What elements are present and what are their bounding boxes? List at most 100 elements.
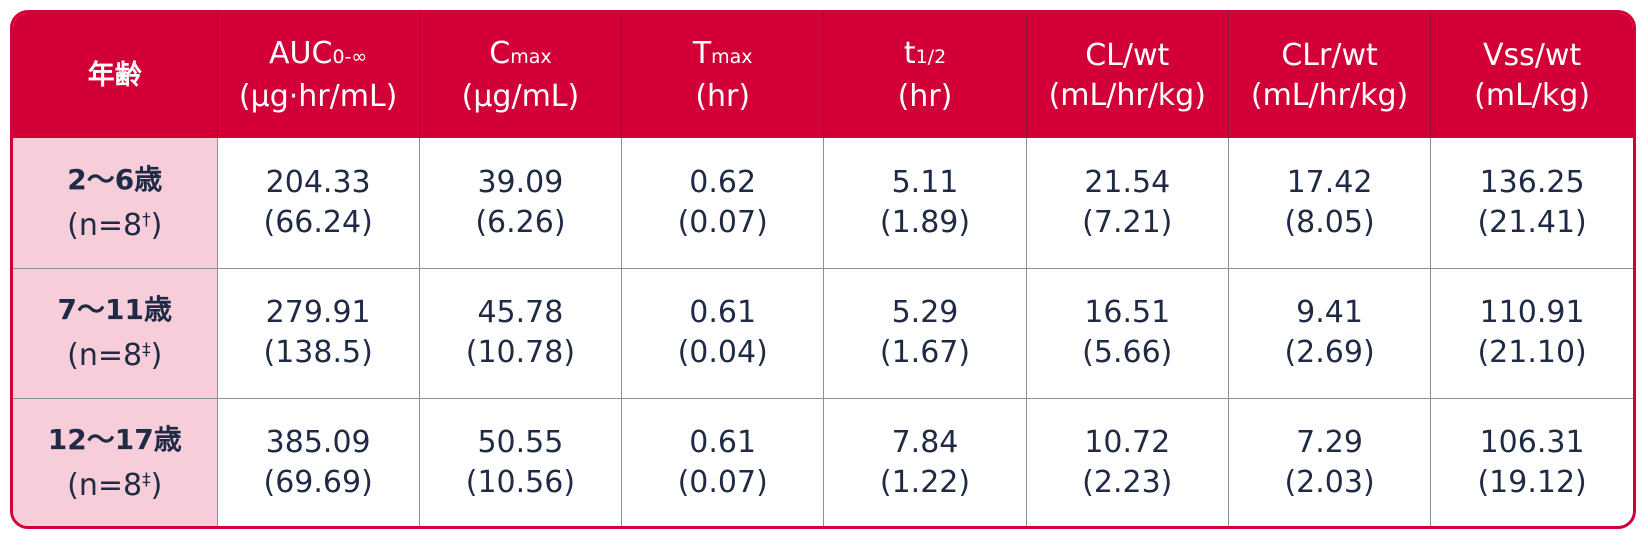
cell-mean: 45.78: [477, 295, 564, 330]
table-cell: 10.72 (2.23): [1026, 397, 1229, 526]
cell-mean: 21.54: [1084, 164, 1171, 200]
cell-mean: 0.62: [689, 164, 757, 200]
cell-sd: (66.24): [263, 204, 373, 240]
sample-size-close: ): [150, 468, 163, 504]
table-row: 7～11歳 (n=8‡) 279.91 (138.5) 45.78 (10.78) …: [13, 267, 1633, 398]
cell-sd: (2.03): [1284, 465, 1375, 501]
header-cmax-name: Cmax: [420, 34, 621, 77]
cell-sd: (10.56): [465, 465, 576, 501]
row-header: 7～11歳 (n=8‡): [13, 267, 218, 398]
sample-size-text: (n=8: [67, 207, 143, 243]
header-thalf-name: t1/2: [824, 34, 1025, 77]
cell-mean: 16.51: [1084, 295, 1171, 330]
cell-mean: 110.91: [1479, 295, 1585, 330]
header-tmax-name: Tmax: [622, 34, 823, 77]
cell-mean: 136.25: [1479, 164, 1585, 200]
age-group-label: 7～11歳: [57, 293, 172, 326]
cell-sd: (10.78): [465, 335, 576, 370]
header-auc-name: AUC0-∞: [218, 34, 419, 77]
table-cell: 5.11 (1.89): [823, 138, 1027, 268]
table-cell: 106.31 (19.12): [1430, 397, 1633, 526]
cell-mean: 106.31: [1479, 425, 1585, 461]
header-cmax-unit: (μg/mL): [461, 79, 580, 114]
table-cell: 0.61 (0.04): [621, 267, 825, 398]
cell-sd: (138.5): [263, 335, 373, 370]
table-cell: 45.78 (10.78): [419, 267, 623, 398]
cell-mean: 39.09: [477, 164, 564, 200]
header-cmax-text: C: [489, 36, 511, 71]
header-age-label: 年齢: [87, 60, 142, 91]
sample-size-close: ): [150, 207, 163, 243]
table-cell: 0.61 (0.07): [621, 397, 825, 526]
cell-sd: (2.23): [1082, 465, 1173, 501]
header-tmax-text: T: [692, 36, 712, 71]
cell-sd: (69.69): [263, 465, 373, 501]
footnote-mark: ‡: [142, 340, 151, 360]
cell-sd: (1.67): [879, 335, 971, 370]
sample-size-label: (n=8‡): [13, 460, 217, 506]
cell-sd: (8.05): [1284, 204, 1375, 240]
header-thalf-text: t: [903, 36, 916, 71]
sample-size-text: (n=8: [67, 338, 143, 373]
header-vss-wt-name: Vss/wt: [1482, 37, 1582, 73]
cell-mean: 385.09: [265, 425, 371, 461]
header-auc-text: AUC: [269, 36, 333, 71]
cell-sd: (6.26): [475, 204, 566, 240]
table-cell: 5.29 (1.67): [823, 267, 1027, 398]
header-auc-unit: (μg·hr/mL): [238, 79, 398, 114]
header-auc-sub: 0-∞: [332, 46, 368, 68]
header-cl-wt-unit: (mL/hr/kg): [1048, 77, 1206, 113]
cell-mean: 204.33: [265, 164, 371, 200]
header-auc: AUC0-∞ (μg·hr/mL): [217, 13, 420, 138]
header-clr-wt-unit: (mL/hr/kg): [1250, 77, 1409, 113]
table-cell: 17.42 (8.05): [1228, 138, 1432, 268]
age-group-label: 12～17歳: [47, 423, 182, 457]
sample-size-label: (n=8†): [13, 200, 217, 246]
table-cell: 279.91 (138.5): [217, 267, 420, 398]
table-cell: 50.55 (10.56): [419, 397, 623, 526]
cell-sd: (2.69): [1284, 335, 1375, 370]
table-cell: 39.09 (6.26): [419, 138, 623, 268]
cell-sd: (1.22): [879, 465, 971, 501]
header-cl-wt-name: CL/wt: [1085, 37, 1170, 73]
header-thalf: t1/2 (hr): [823, 13, 1027, 138]
cell-mean: 279.91: [265, 295, 371, 330]
sample-size-label: (n=8‡): [13, 330, 217, 376]
cell-sd: (0.07): [677, 465, 768, 501]
header-clr-wt: CLr/wt (mL/hr/kg): [1228, 13, 1432, 138]
cell-sd: (19.12): [1477, 465, 1587, 501]
sample-size-close: ): [150, 338, 163, 373]
table-cell: 7.29 (2.03): [1228, 397, 1432, 526]
table-cell: 136.25 (21.41): [1431, 138, 1633, 268]
cell-sd: (21.10): [1477, 335, 1587, 370]
cell-mean: 0.61: [689, 295, 757, 330]
header-tmax: Tmax (hr): [621, 13, 825, 138]
table-cell: 7.84 (1.22): [823, 397, 1027, 526]
table-cell: 0.62 (0.07): [621, 138, 825, 268]
table-row: 12～17歳 (n=8‡) 385.09 (69.69) 50.55 (10.56)…: [13, 397, 1633, 526]
header-clr-wt-name: CLr/wt: [1281, 37, 1378, 73]
header-cmax-sub: max: [510, 46, 552, 68]
header-row: 年齢 AUC0-∞ (μg·hr/mL) Cmax (μg/mL) Tmax (…: [13, 13, 1633, 138]
table-body: 2～6歳 (n=8†) 204.33 (66.24) 39.09 (6.26) 0.…: [13, 138, 1633, 526]
table-row: 2～6歳 (n=8†) 204.33 (66.24) 39.09 (6.26) 0.…: [13, 138, 1633, 268]
cell-mean: 5.29: [891, 295, 959, 330]
table-cell: 9.41 (2.69): [1228, 267, 1432, 398]
table-cell: 204.33 (66.24): [217, 138, 420, 268]
header-cmax: Cmax (μg/mL): [419, 13, 623, 138]
header-vss-wt: Vss/wt (mL/kg): [1430, 13, 1633, 138]
sample-size-text: (n=8: [67, 468, 143, 504]
footnote-mark: ‡: [142, 470, 151, 491]
table-cell: 16.51 (5.66): [1026, 267, 1229, 398]
header-tmax-sub: max: [711, 46, 753, 68]
cell-sd: (1.89): [879, 204, 971, 240]
cell-mean: 17.42: [1286, 164, 1373, 200]
cell-mean: 5.11: [891, 164, 959, 200]
pk-parameters-table: 年齢 AUC0-∞ (μg·hr/mL) Cmax (μg/mL) Tmax (…: [13, 13, 1633, 526]
cell-sd: (21.41): [1477, 204, 1587, 240]
header-vss-wt-unit: (mL/kg): [1474, 77, 1591, 113]
table-cell: 21.54 (7.21): [1026, 138, 1229, 268]
footnote-mark: †: [142, 209, 151, 230]
cell-sd: (5.66): [1082, 335, 1173, 370]
cell-mean: 0.61: [689, 425, 757, 461]
